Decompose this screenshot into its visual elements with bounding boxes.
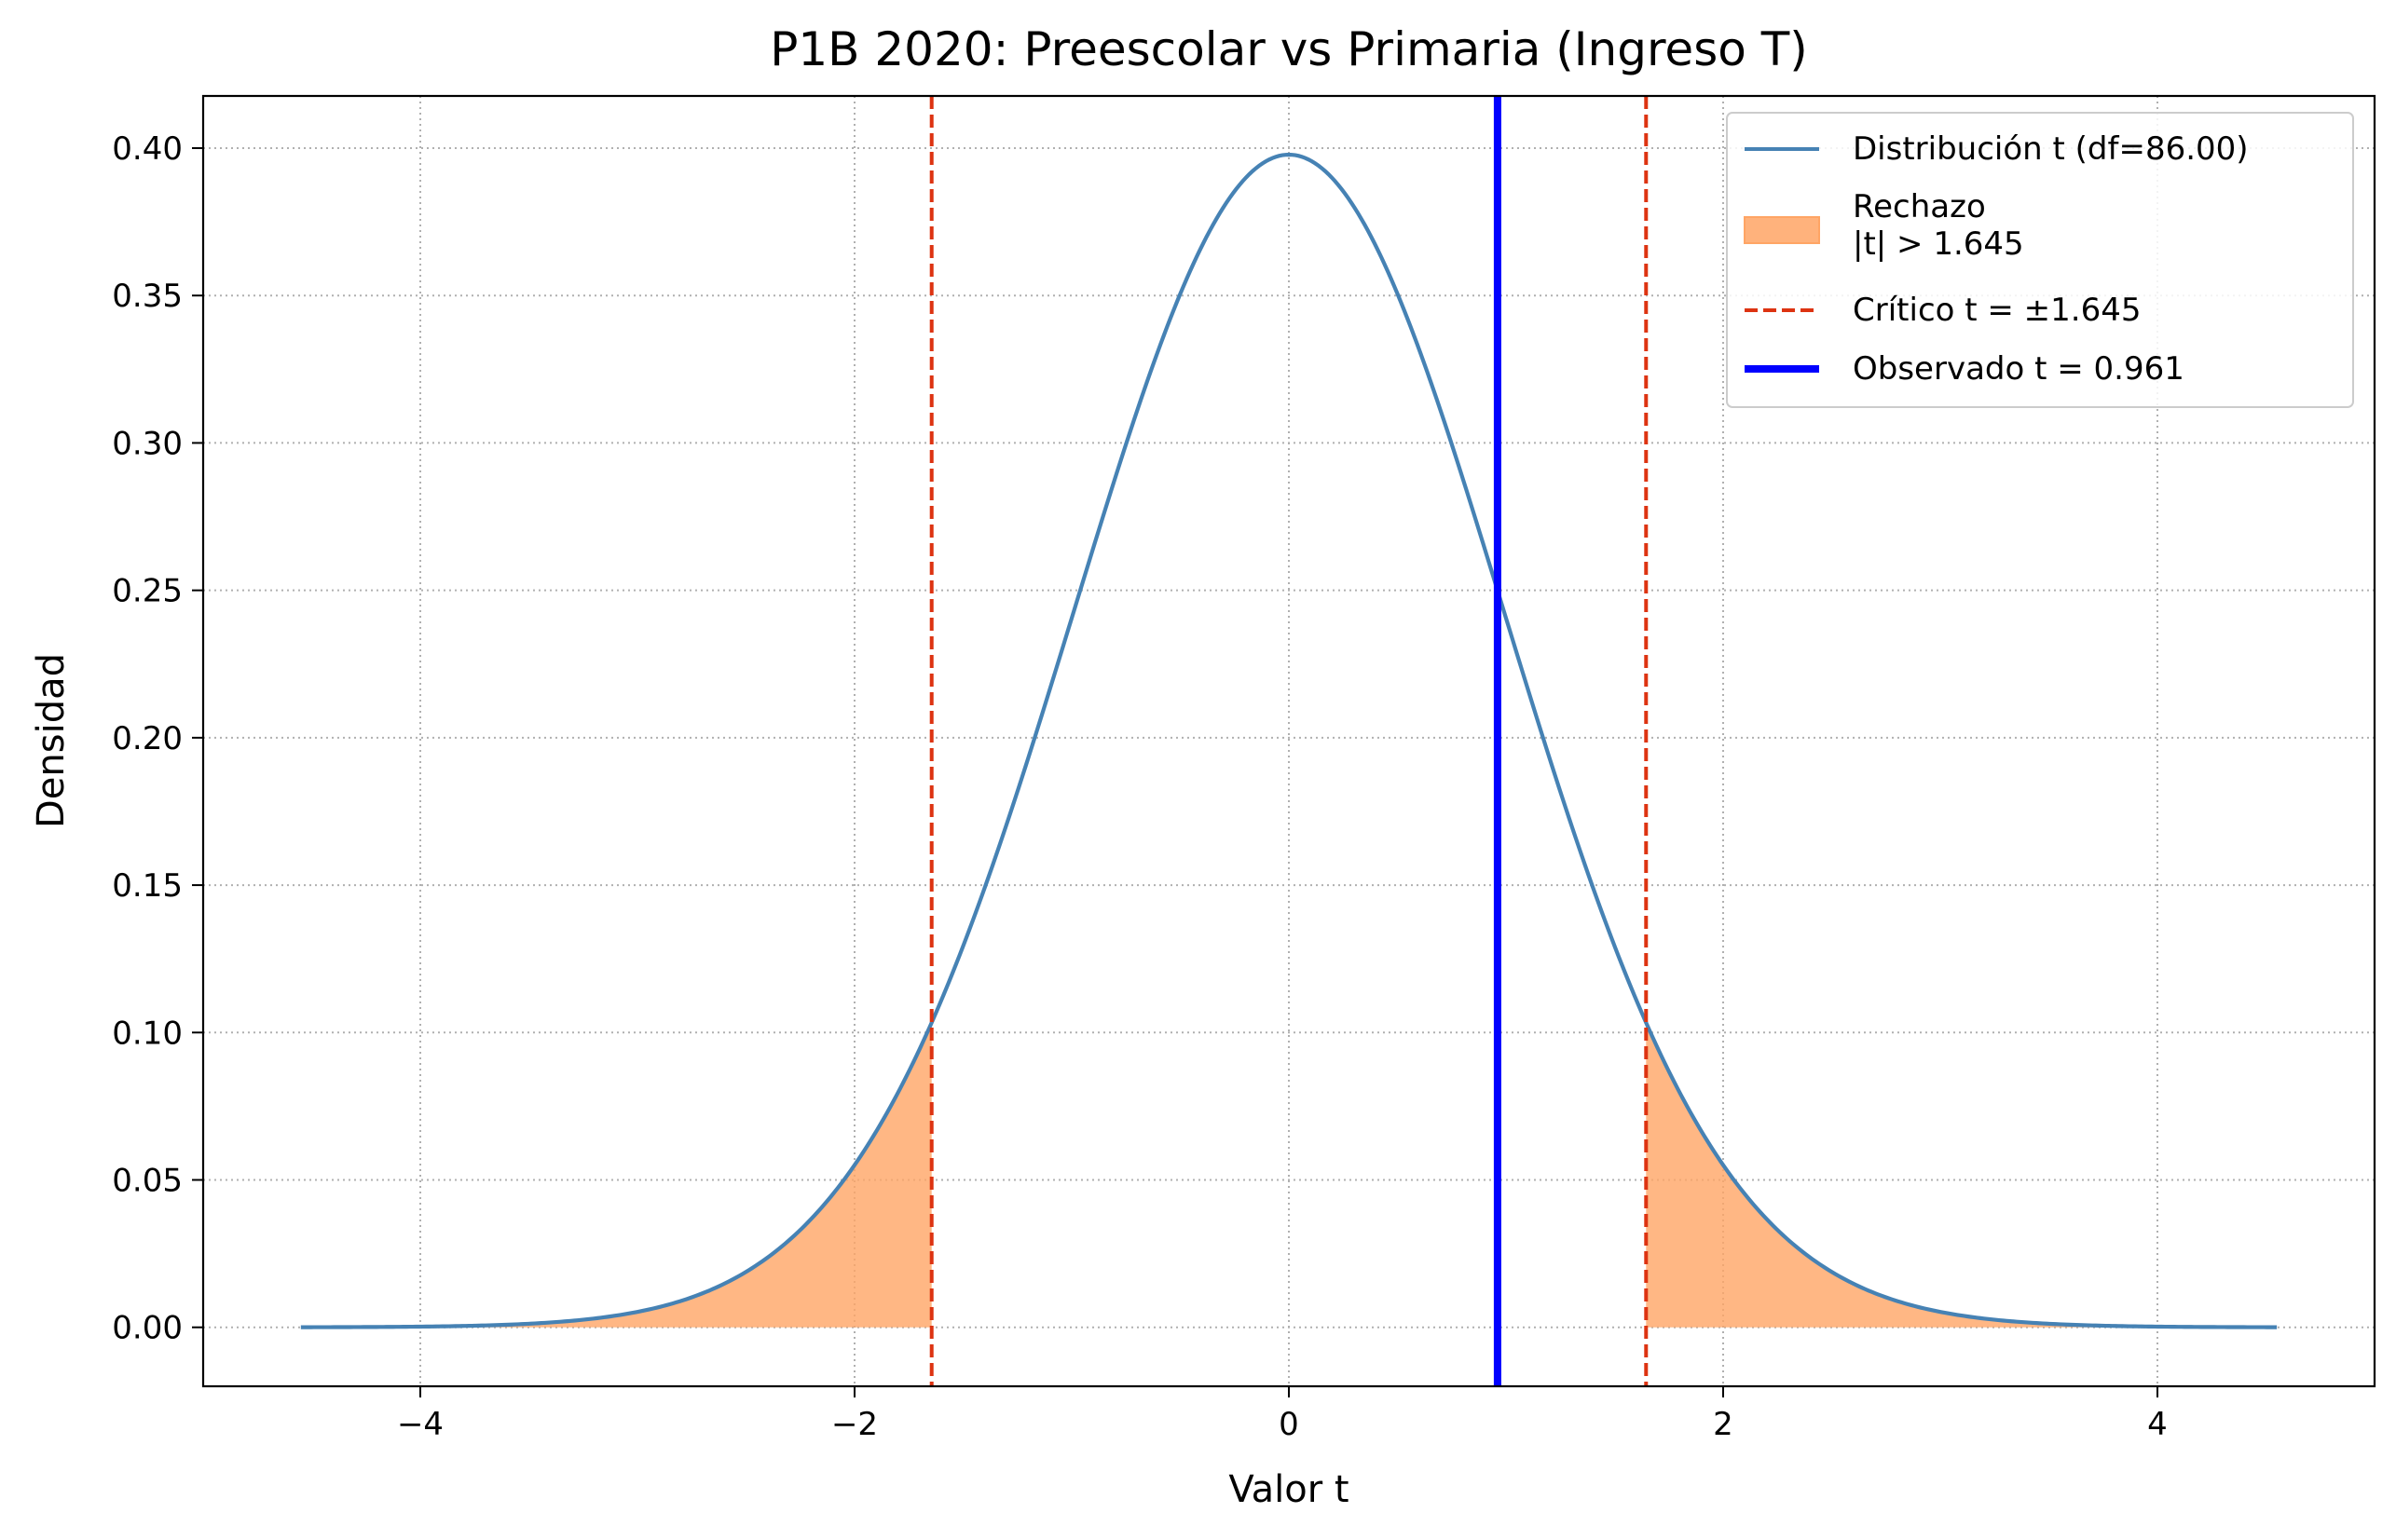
grid <box>203 96 2375 1386</box>
y-axis-label: Densidad <box>30 653 73 828</box>
y-tick-label: 0.00 <box>112 1310 183 1347</box>
legend-area-marker <box>1744 216 1820 244</box>
y-tick-label: 0.10 <box>112 1015 183 1052</box>
y-tick-label: 0.35 <box>112 278 183 315</box>
x-tick-label: −4 <box>397 1406 444 1443</box>
legend-label-rechazo-line: Rechazo <box>1853 188 1986 225</box>
x-tick-label: 2 <box>1713 1406 1733 1443</box>
legend-label-distribution: Distribución t (df=86.00) <box>1853 130 2249 168</box>
rejection-area-right <box>1646 1022 2278 1328</box>
x-tick-label: 4 <box>2147 1406 2168 1443</box>
chart-title: P1B 2020: Preescolar vs Primaria (Ingres… <box>770 22 1808 76</box>
x-axis: −4 −2 0 2 4 <box>397 1386 2168 1443</box>
y-tick-label: 0.30 <box>112 425 183 462</box>
legend-box <box>1726 112 2354 408</box>
y-tick-label: 0.15 <box>112 867 183 905</box>
legend-label-rechazo: Rechazo |t| > 1.645 <box>1853 188 2024 263</box>
x-tick-label: −2 <box>831 1406 878 1443</box>
x-tick-label: 0 <box>1279 1406 1299 1443</box>
x-axis-label: Valor t <box>1228 1468 1349 1511</box>
y-axis: 0.00 0.05 0.10 0.15 0.20 0.25 0.30 0.35 0.40 <box>112 130 203 1347</box>
y-tick-label: 0.20 <box>112 720 183 757</box>
density-curve <box>300 152 2278 1329</box>
y-tick-label: 0.05 <box>112 1163 183 1200</box>
rejection-regions <box>300 1022 2278 1328</box>
legend-label-critical: Crítico t = ±1.645 <box>1853 292 2142 329</box>
legend-label-rechazo-line: |t| > 1.645 <box>1853 225 2024 263</box>
rejection-area-left <box>300 1022 932 1328</box>
density-curve-layer <box>300 152 2278 1329</box>
reference-lines <box>929 96 1649 1386</box>
y-tick-label: 0.40 <box>112 130 183 168</box>
legend: Distribución t (df=86.00) Rechazo |t| > 1… <box>1726 112 2354 408</box>
y-tick-label: 0.25 <box>112 573 183 610</box>
legend-label-observed: Observado t = 0.961 <box>1853 350 2184 388</box>
